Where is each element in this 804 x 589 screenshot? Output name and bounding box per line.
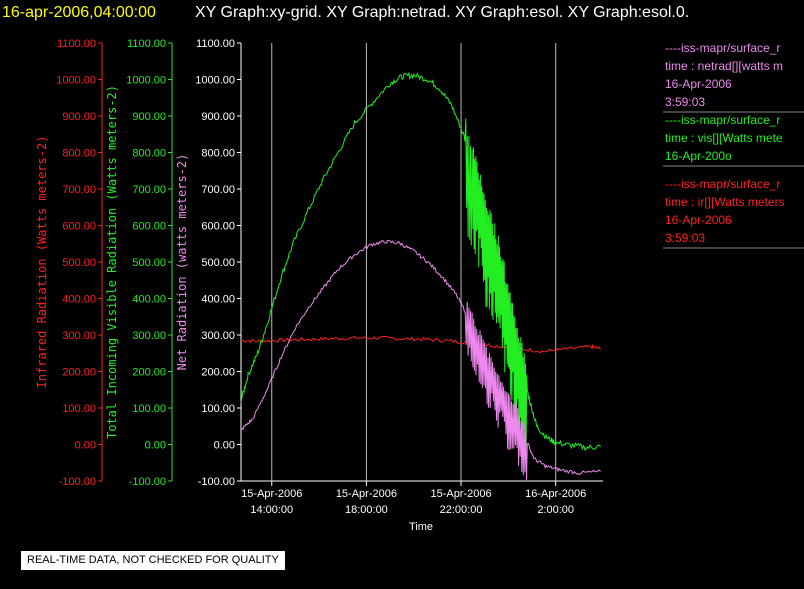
visible-tick-label: 900.00 [132, 111, 166, 123]
visible-tick-label: 400.00 [132, 294, 166, 306]
infrared-tick-label: -100.00 [59, 476, 96, 488]
legend-entry-line: time : ir[][Watts meters [665, 195, 785, 209]
net-tick-label: -100.00 [198, 476, 235, 488]
x-tick-date: 15-Apr-2006 [430, 488, 491, 500]
header-graph-list: XY Graph:xy-grid. XY Graph:netrad. XY Gr… [195, 4, 689, 21]
x-tick-date: 15-Apr-2006 [241, 488, 302, 500]
visible-tick-label: 800.00 [132, 148, 166, 160]
header-timestamp: 16-apr-2006,04:00:00 [2, 4, 156, 21]
x-tick-date: 15-Apr-2006 [336, 488, 397, 500]
infrared-tick-label: 900.00 [62, 111, 96, 123]
infrared-tick-label: 0.00 [75, 440, 96, 452]
visible-axis-title: Total Incoming Visible Radiation (Watts … [105, 85, 119, 439]
infrared-tick-label: 100.00 [62, 403, 96, 415]
visible-tick-label: 0.00 [145, 440, 166, 452]
net-tick-label: 1000.00 [195, 75, 235, 87]
x-tick-time: 2:00:00 [537, 504, 574, 516]
visible-tick-label: 1100.00 [127, 38, 166, 50]
infrared-tick-label: 800.00 [62, 148, 96, 160]
x-axis-title: Time [409, 521, 433, 533]
net-tick-label: 1100.00 [196, 38, 235, 50]
infrared-tick-label: 200.00 [62, 367, 96, 379]
infrared-tick-label: 600.00 [62, 221, 96, 233]
series-group [240, 71, 602, 481]
infrared-tick-label: 500.00 [62, 257, 96, 269]
legend-entry-line: 16-Apr-2006 [665, 77, 732, 91]
visible-tick-label: 700.00 [132, 184, 166, 196]
net-tick-label: 100.00 [201, 403, 235, 415]
visible-series-line [240, 71, 602, 452]
infrared-axis-title: Infrared Radiation (Watts meters-2) [35, 136, 49, 389]
net-axis-title: Net Radiation (watts meters-2) [175, 154, 189, 371]
x-tick-date: 16-Apr-2006 [525, 488, 586, 500]
legend-entry-line: ----iss-mapr/surface_r [665, 41, 780, 55]
x-gridlines [271, 43, 557, 481]
net-tick-label: 900.00 [201, 111, 235, 123]
net-tick-label: 400.00 [201, 294, 235, 306]
visible-tick-label: 1000.00 [126, 75, 166, 87]
infrared-tick-label: 400.00 [62, 294, 96, 306]
x-tick-time: 18:00:00 [345, 504, 388, 516]
infrared-tick-label: 1000.00 [56, 75, 96, 87]
net-tick-label: 600.00 [201, 221, 235, 233]
legend-entry-line: 3:59:03 [665, 231, 705, 245]
x-axis-ticks: 15-Apr-2006 14:00:00 15-Apr-2006 18:00:00 15… [241, 481, 586, 516]
legend-entry-line: 16-Apr-2006 [665, 213, 732, 227]
visible-axis-ticks: -100.00 0.00 100.00 200.00 300.00 400.00 500.0… [126, 38, 172, 488]
net-tick-label: 0.00 [214, 440, 235, 452]
visible-tick-label: 600.00 [132, 221, 166, 233]
net-series-line [240, 239, 601, 481]
visible-tick-label: 100.00 [132, 403, 166, 415]
x-tick-time: 14:00:00 [250, 504, 293, 516]
infrared-tick-label: 300.00 [62, 330, 96, 342]
infrared-series-line [240, 335, 601, 354]
legend-entry-line: time : netrad[][watts m [665, 59, 783, 73]
visible-tick-label: 500.00 [132, 257, 166, 269]
net-axis-ticks: -100.00 0.00 100.00 200.00 300.00 400.00 500.0… [195, 38, 241, 488]
legend-entry-line: ----iss-mapr/surface_r [665, 113, 780, 127]
net-tick-label: 200.00 [201, 367, 235, 379]
infrared-axis-ticks: -100.00 0.00 100.00 200.00 300.00 400.00 500.0… [56, 38, 102, 488]
visible-tick-label: 300.00 [132, 330, 166, 342]
legend-entry-line: time : vis[][Watts mete [665, 131, 783, 145]
visible-tick-label: -100.00 [129, 476, 166, 488]
infrared-tick-label: 1100.00 [57, 38, 96, 50]
net-tick-label: 800.00 [201, 148, 235, 160]
visible-tick-label: 200.00 [132, 367, 166, 379]
infrared-tick-label: 700.00 [62, 184, 96, 196]
net-tick-label: 300.00 [201, 330, 235, 342]
legend-entry-line: ----iss-mapr/surface_r [665, 177, 780, 191]
legend-entry-line: 3:59:03 [665, 95, 705, 109]
net-tick-label: 700.00 [201, 184, 235, 196]
net-tick-label: 500.00 [201, 257, 235, 269]
legend-entry-line: 16-Apr-200o [665, 149, 732, 163]
x-tick-time: 22:00:00 [440, 504, 483, 516]
quality-notice: REAL-TIME DATA, NOT CHECKED FOR QUALITY [21, 551, 285, 570]
